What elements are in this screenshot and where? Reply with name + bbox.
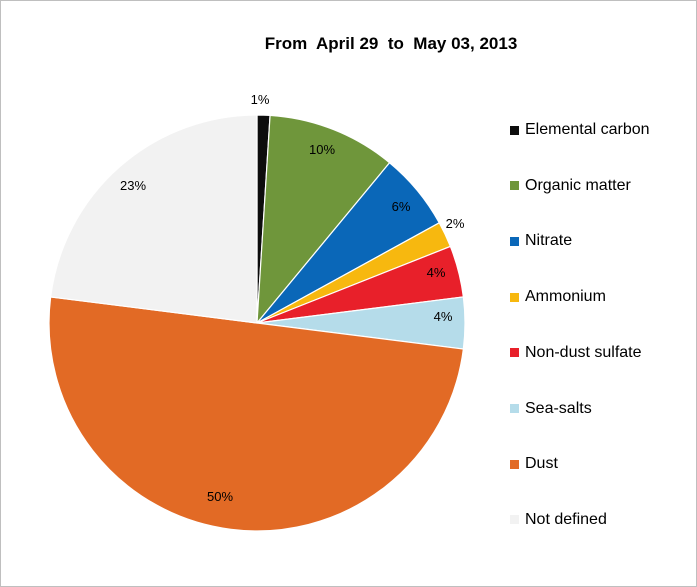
legend-swatch-not-defined — [510, 515, 519, 525]
data-label-sea-salts: 4% — [434, 309, 453, 324]
legend-swatch-nitrate — [510, 236, 519, 246]
legend-label-ammonium: Ammonium — [525, 288, 606, 306]
legend-label-dust: Dust — [525, 455, 558, 473]
legend-swatch-non-dust-sulfate — [510, 348, 519, 358]
legend-item-ammonium: Ammonium — [510, 286, 606, 308]
legend-label-nitrate: Nitrate — [525, 232, 573, 250]
legend-label-organic-matter: Organic matter — [525, 176, 631, 194]
data-label-elemental-carbon: 1% — [251, 92, 270, 107]
pie-slice-dust — [48, 296, 465, 532]
legend-label-sea-salts: Sea-salts — [525, 399, 592, 417]
chart-title: From April 29 to May 03, 2013 — [264, 34, 518, 53]
data-label-organic-matter: 10% — [309, 142, 335, 157]
data-label-not-defined: 23% — [120, 178, 146, 193]
data-label-nitrate: 6% — [392, 199, 411, 214]
pie-slice-organic-matter — [256, 114, 391, 325]
legend-item-nitrate: Nitrate — [510, 230, 572, 252]
pie-slice-not-defined — [49, 114, 258, 324]
data-label-non-dust-sulfate: 4% — [427, 265, 446, 280]
legend-item-sea-salts: Sea-salts — [510, 398, 592, 420]
data-label-ammonium: 2% — [446, 216, 465, 231]
legend-swatch-sea-salts — [510, 404, 519, 413]
legend-label-non-dust-sulfate: Non-dust sulfate — [525, 343, 642, 361]
legend-item-not-defined: Not defined — [510, 509, 607, 531]
legend-label-elemental-carbon: Elemental carbon — [525, 121, 650, 138]
legend-swatch-dust — [510, 459, 519, 469]
data-label-dust: 50% — [207, 489, 233, 504]
legend-label-not-defined: Not defined — [525, 510, 607, 528]
legend-swatch-organic-matter — [510, 181, 519, 191]
legend-item-dust: Dust — [510, 453, 558, 475]
legend-swatch-ammonium — [510, 292, 519, 302]
legend-swatch-elemental-carbon — [510, 125, 519, 135]
legend-item-non-dust-sulfate: Non-dust sulfate — [510, 342, 642, 364]
legend-item-elemental-carbon: Elemental carbon — [510, 119, 650, 141]
legend-item-organic-matter: Organic matter — [510, 175, 631, 197]
